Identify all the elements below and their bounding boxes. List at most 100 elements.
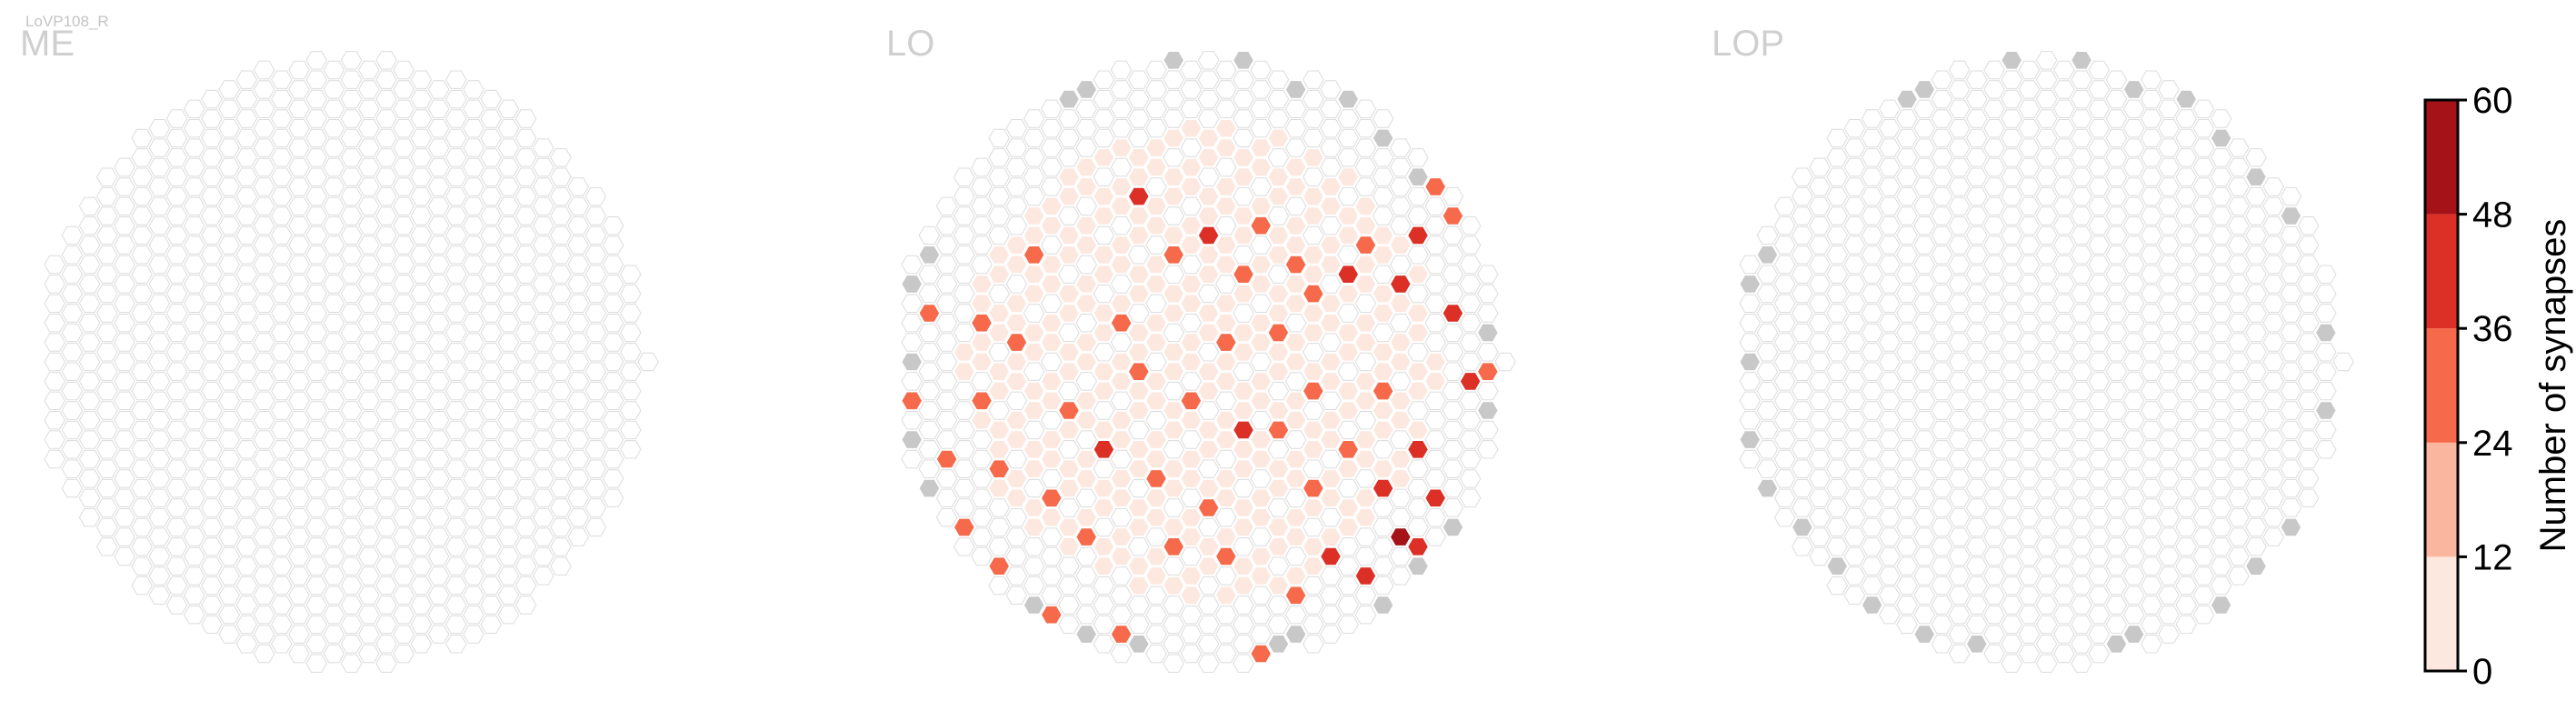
hex-cell-lop (1826, 265, 1848, 284)
hex-cell-me (427, 411, 450, 430)
hex-cell-me (305, 401, 327, 420)
hex-cell-lo (1075, 275, 1097, 294)
hex-cell-lop (2210, 343, 2232, 362)
hex-cell-me (550, 440, 572, 459)
hex-cell-lo (1110, 488, 1133, 507)
hex-cell-lo (1128, 596, 1150, 615)
hex-cell-me (114, 235, 135, 255)
hex-cell-lo (1424, 275, 1446, 294)
hex-cell-lo (954, 265, 975, 284)
hex-cell-lop (2210, 265, 2232, 284)
hex-cell-lop (1792, 167, 1813, 186)
hex-cell-lop (2088, 216, 2110, 235)
hex-cell-me (148, 469, 171, 488)
hex-cell-lop (2175, 576, 2197, 596)
hex-cell-lop (2122, 196, 2145, 215)
hex-cell-lo (1407, 537, 1429, 556)
hex-cell-lo (954, 343, 975, 362)
hex-cell-me (410, 615, 433, 635)
hex-cell-lop (1913, 255, 1935, 275)
hex-cell-lop (2053, 157, 2075, 177)
hex-cell-lo (1197, 556, 1220, 576)
hex-cell-lo (918, 343, 941, 362)
hex-cell-lop (1913, 235, 1935, 255)
hex-cell-lo (935, 235, 958, 255)
hex-cell-lop (1948, 546, 1971, 566)
hex-cell-lo (1372, 498, 1394, 517)
hex-cell-lo (1058, 148, 1080, 167)
hex-cell-lo (1337, 343, 1359, 362)
hex-cell-me (358, 80, 380, 99)
hex-cell-me (288, 255, 310, 275)
hex-cell-lop (2175, 128, 2197, 148)
hex-cell-lop (2053, 99, 2075, 118)
hex-cell-me (497, 430, 520, 449)
hex-cell-lo (1442, 498, 1464, 517)
hex-cell-me (271, 420, 293, 440)
hex-cell-lop (2262, 294, 2284, 313)
hex-cell-me (567, 449, 589, 469)
hex-cell-me (602, 294, 624, 313)
hex-cell-me (393, 216, 414, 235)
hex-cell-lo (1145, 625, 1167, 644)
hex-cell-lo (988, 401, 1010, 420)
hex-cell-lo (1442, 420, 1464, 440)
hex-cell-me (148, 119, 171, 138)
hex-cell-lo (1250, 488, 1272, 507)
hex-cell-lo (1163, 343, 1184, 362)
hex-cell-lo (1233, 109, 1254, 128)
hex-cell-lo (954, 167, 975, 186)
hex-cell-me (184, 430, 205, 449)
hex-cell-lo (1284, 488, 1307, 507)
hex-cell-lo (1093, 284, 1115, 304)
hex-cell-me (393, 469, 414, 488)
hex-cell-lo (1023, 128, 1045, 148)
hex-cell-me (393, 586, 414, 605)
hex-cell-lop (2245, 556, 2267, 576)
hex-cell-lo (1215, 80, 1237, 99)
hex-cell-lop (2071, 323, 2092, 343)
hex-cell-lop (1931, 362, 1953, 381)
hex-cell-lop (2105, 89, 2128, 109)
hex-cell-lop (1948, 527, 1971, 546)
hex-cell-lop (2141, 206, 2162, 225)
hex-cell-lop (2280, 478, 2302, 498)
hex-cell-me (305, 517, 327, 537)
hex-cell-lop (1948, 372, 1971, 391)
hex-cell-me (340, 167, 363, 186)
hex-cell-lop (2315, 323, 2337, 343)
hex-cell-lo (1354, 99, 1377, 118)
hex-cell-lo (1093, 537, 1115, 556)
hex-cell-lo (1442, 304, 1464, 323)
hex-cell-me (235, 323, 258, 343)
hex-cell-lo (1005, 566, 1028, 586)
hex-cell-lop (2053, 138, 2075, 157)
hex-cell-lop (2297, 391, 2320, 410)
hex-cell-me (427, 625, 450, 644)
hex-cell-lop (2088, 157, 2110, 177)
hex-cell-lo (1023, 304, 1045, 323)
hex-cell-lo (971, 430, 993, 449)
hex-cell-me (340, 517, 363, 537)
hex-cell-lop (2035, 381, 2058, 401)
hex-cell-lop (1809, 216, 1831, 235)
hex-cell-me (114, 449, 135, 469)
hex-cell-me (567, 391, 589, 410)
hex-cell-me (427, 586, 450, 605)
hex-cell-me (253, 177, 275, 196)
hex-cell-lop (2018, 411, 2041, 430)
hex-cell-lop (1913, 449, 1935, 469)
hex-cell-lo (1145, 119, 1167, 138)
hex-cell-lo (988, 304, 1010, 323)
hex-cell-me (78, 352, 101, 372)
hex-cell-me (533, 449, 554, 469)
hex-cell-lop (2088, 566, 2110, 586)
hex-cell-lo (935, 314, 958, 333)
hex-cell-lo (1075, 119, 1097, 138)
hex-cell-lop (1843, 508, 1866, 527)
hex-cell-lop (1756, 381, 1779, 401)
hex-cell-me (218, 625, 240, 644)
hex-cell-lop (1843, 488, 1866, 507)
hex-cell-lop (2175, 440, 2197, 459)
hex-cell-me (44, 275, 65, 294)
